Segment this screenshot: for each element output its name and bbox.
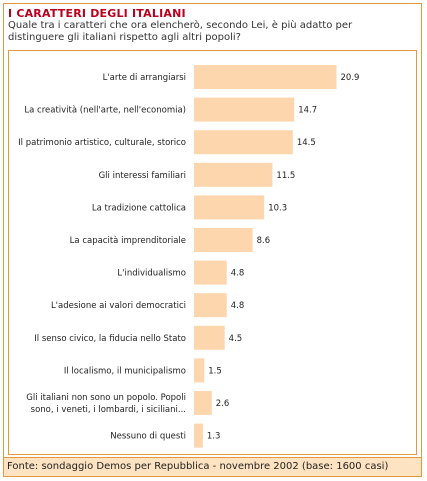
chart-question: Quale tra i caratteri che ora elencherò,… bbox=[8, 20, 408, 44]
category-label: L'individualismo bbox=[117, 269, 186, 279]
value-label: 14.5 bbox=[297, 138, 316, 148]
value-label: 4.5 bbox=[229, 334, 243, 344]
category-label: Il localismo, il municipalismo bbox=[64, 366, 186, 376]
value-label: 4.8 bbox=[231, 301, 245, 311]
question-line-1: Quale tra i caratteri che ora elencherò,… bbox=[8, 20, 353, 31]
category-label: L'arte di arrangiarsi bbox=[103, 73, 186, 83]
value-label: 4.8 bbox=[231, 269, 245, 279]
bar bbox=[194, 130, 293, 155]
source-note: Fonte: sondaggio Demos per Repubblica - … bbox=[7, 461, 389, 472]
bar bbox=[194, 195, 265, 220]
chart-title: I CARATTERI DEGLI ITALIANI bbox=[8, 7, 186, 20]
bar bbox=[194, 423, 203, 448]
value-label: 10.3 bbox=[268, 203, 287, 213]
bar bbox=[194, 65, 337, 89]
category-label: Il patrimonio artistico, culturale, stor… bbox=[18, 138, 186, 148]
bar bbox=[194, 325, 225, 350]
bar bbox=[194, 228, 253, 252]
value-label: 8.6 bbox=[257, 236, 271, 246]
value-label: 20.9 bbox=[341, 73, 360, 83]
bar bbox=[194, 162, 273, 187]
chart-header: I CARATTERI DEGLI ITALIANI Quale tra i c… bbox=[4, 4, 421, 46]
category-label: La capacità imprenditoriale bbox=[70, 236, 186, 246]
category-label: Gli italiani non sono un popolo. Popoli s… bbox=[26, 393, 186, 415]
value-label: 1.5 bbox=[208, 366, 222, 376]
bar bbox=[194, 358, 205, 383]
plot-area: L'arte di arrangiarsi 20.9 La creatività (… bbox=[8, 50, 417, 455]
bar bbox=[194, 391, 212, 415]
category-label: La creatività (nell'arte, nell'economia) bbox=[24, 106, 186, 116]
category-label: La tradizione cattolica bbox=[92, 203, 186, 213]
category-label: Nessuno di questi bbox=[110, 432, 186, 442]
bar-chart: L'arte di arrangiarsi 20.9 La creatività (… bbox=[18, 65, 360, 448]
value-label: 11.5 bbox=[276, 171, 295, 181]
category-label: Gli interessi familiari bbox=[99, 171, 186, 181]
source-footer: Fonte: sondaggio Demos per Repubblica - … bbox=[4, 457, 421, 476]
question-line-2: distinguere gli italiani rispetto agli a… bbox=[8, 32, 241, 43]
category-label: L'adesione ai valori democratici bbox=[51, 301, 186, 311]
chart-card: I CARATTERI DEGLI ITALIANI Quale tra i c… bbox=[3, 3, 422, 477]
category-label: Il senso civico, la fiducia nello Stato bbox=[34, 334, 186, 344]
value-label: 2.6 bbox=[216, 399, 230, 409]
value-label: 14.7 bbox=[298, 106, 317, 116]
bar bbox=[194, 293, 227, 318]
value-label: 1.3 bbox=[207, 432, 221, 442]
bar bbox=[194, 97, 295, 122]
bar bbox=[194, 260, 227, 285]
